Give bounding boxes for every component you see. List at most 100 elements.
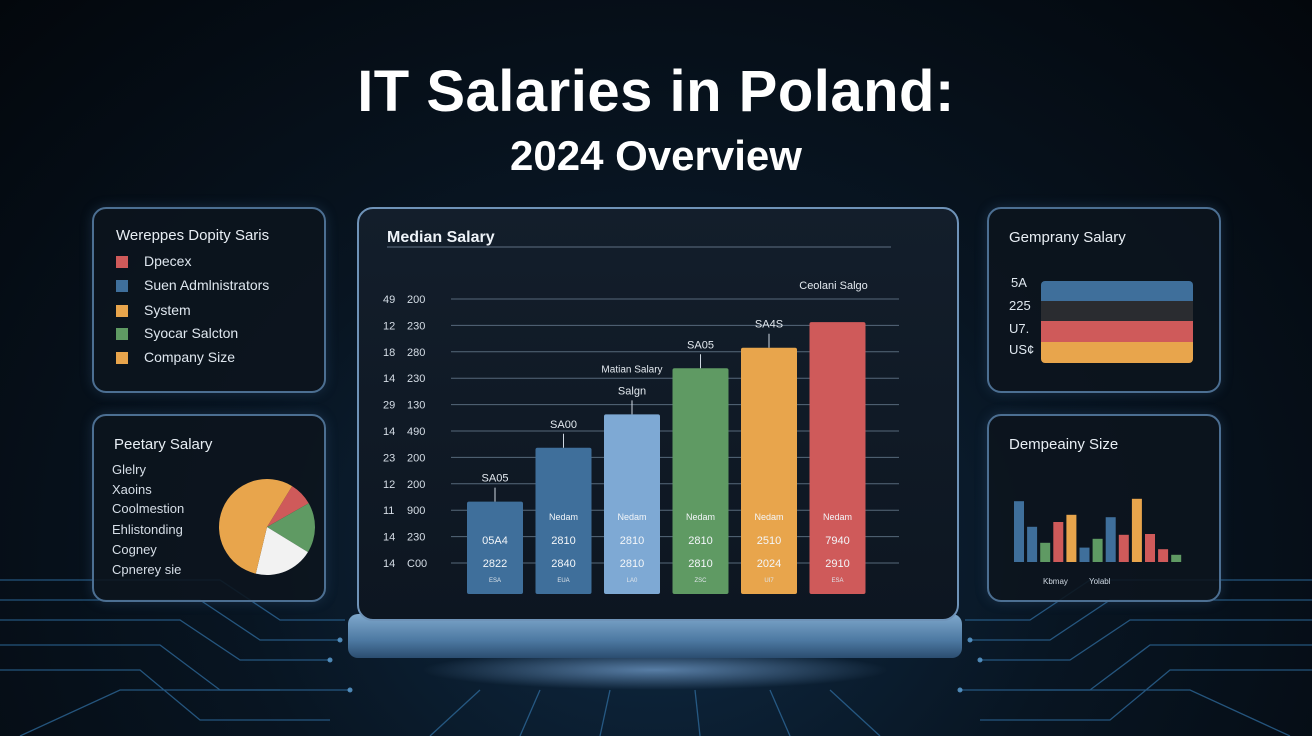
pie-panel: Peetary Salary Glelry Xaoins Coolmestion… (92, 414, 326, 602)
pie-slice (255, 527, 308, 575)
stripe-blue (1041, 281, 1193, 301)
stripe-row-label: 225 (1009, 298, 1031, 313)
y-tick-label: 14 (383, 532, 395, 544)
bar-inner-label: Nedam (549, 512, 578, 522)
small-bar (1053, 522, 1064, 562)
monitor-base (348, 614, 962, 658)
stripe-row-label: U7. (1009, 321, 1030, 336)
small-bar-xlabel: Yolabl (1089, 577, 1111, 586)
bar-small-label: ZSC (695, 578, 708, 584)
bar-small-label: UI7 (764, 578, 774, 584)
small-bar-panel-title: Dempeainy Size (1009, 436, 1119, 453)
stripe-row-label: US¢ (1009, 342, 1035, 357)
y-tick-label: 200 (407, 294, 425, 306)
bar-small-label: LA0 (627, 578, 638, 584)
legend-swatch (116, 328, 128, 340)
pie-list-item: Xaoins (112, 482, 152, 497)
legend-swatch (116, 280, 128, 292)
bar (672, 368, 729, 594)
small-bar-chart: Kbmay Yolabl (1014, 498, 1182, 586)
y-tick-label: 230 (407, 373, 425, 385)
small-bar (1079, 547, 1090, 562)
page-subtitle: 2024 Overview (510, 132, 802, 179)
main-chart-monitor: Median Salary 49 200 12 230 18 280 14 230 29 130 14… (357, 207, 959, 621)
bar-top-label: Matian Salary (601, 364, 662, 375)
y-tick-label: 12 (383, 479, 395, 491)
small-bar-panel: Dempeainy Size Kbmay Yolabl (987, 414, 1221, 602)
bar (467, 501, 523, 594)
bar-value-label: 7940 (825, 535, 849, 547)
y-tick-label: 230 (407, 320, 425, 332)
median-salary-chart: Median Salary 49 200 12 230 18 280 14 230 29 130 14… (383, 229, 899, 594)
pie-list-item: Ehlistonding (112, 522, 183, 537)
pie-slice (267, 503, 315, 553)
y-tick-label: 23 (383, 452, 395, 464)
bar-year-label: 2810 (620, 558, 644, 570)
bar (604, 414, 660, 594)
y-tick-label: 280 (407, 347, 425, 359)
chart-annotation: Ceolani Salgo (799, 280, 868, 292)
small-bar (1092, 538, 1103, 562)
bar-inner-label: Nedam (686, 512, 715, 522)
page-title: IT Salaries in Poland: (357, 59, 955, 124)
legend-label: Company Size (144, 349, 236, 365)
y-tick-label: 18 (383, 347, 395, 359)
bar-top-label: SA00 (550, 419, 577, 431)
bar-year-label: 2024 (757, 558, 781, 570)
y-tick-label: 200 (407, 452, 425, 464)
small-bar (1158, 549, 1169, 562)
stripe-red (1041, 321, 1193, 342)
bar-top-label: SA05 (687, 339, 714, 351)
bar-inner-label: Nedam (823, 512, 852, 522)
small-bar (1040, 542, 1051, 562)
bar (535, 447, 592, 594)
y-tick-label: 49 (383, 294, 395, 306)
bar-year-label: 2810 (688, 558, 712, 570)
y-tick-label: 200 (407, 479, 425, 491)
y-tick-label: 900 (407, 505, 425, 517)
pie-slice (219, 479, 293, 574)
bar-small-label: EUA (557, 578, 569, 584)
small-bar (1118, 534, 1129, 562)
stripe-orange (1041, 342, 1193, 363)
stripe-dark (1041, 301, 1193, 321)
legend-label: Dpecex (144, 253, 192, 269)
pie-list-item: Cogney (112, 542, 157, 557)
legend-panel: Wereppes Dopity Saris Dpecex Suen Admlni… (92, 207, 326, 393)
pie-list-item: Cpnerey sie (112, 562, 182, 577)
pie-slice (267, 486, 309, 527)
small-bar-xlabel: Kbmay (1043, 577, 1068, 586)
bar-inner-label: Nedam (754, 512, 783, 522)
small-bar (1066, 514, 1077, 562)
bar-value-label: 2510 (757, 535, 781, 547)
bar-top-label: Salgn (618, 385, 646, 397)
bar-year-label: 2840 (551, 558, 575, 570)
bar (741, 347, 797, 594)
bar-value-label: 2810 (688, 535, 712, 547)
bar-value-label: 05A4 (482, 535, 508, 547)
small-bar (1014, 501, 1024, 562)
bar (809, 322, 866, 594)
stripe-block (1041, 281, 1193, 363)
small-bar (1131, 498, 1142, 562)
y-tick-label: 29 (383, 400, 395, 412)
legend-swatch (116, 352, 128, 364)
bar-small-label: ESA (831, 578, 843, 584)
small-bar (1171, 554, 1182, 562)
stripe-panel-title: Gemprany Salary (1009, 229, 1126, 246)
stripe-panel: Gemprany Salary 5A 225 U7. US¢ (987, 207, 1221, 393)
y-tick-label: 490 (407, 426, 425, 438)
chart-title: Median Salary (387, 229, 495, 246)
y-tick-label: 12 (383, 320, 395, 332)
small-bar (1105, 517, 1116, 562)
y-tick-label: 14 (383, 373, 395, 385)
legend-swatch (116, 305, 128, 317)
bar-top-label: SA05 (482, 473, 509, 485)
bar-small-label: ESA (489, 578, 501, 584)
y-tick-label: 130 (407, 400, 425, 412)
small-bar (1027, 526, 1038, 562)
bar-value-label: 2810 (551, 535, 575, 547)
legend-panel-title: Wereppes Dopity Saris (116, 227, 270, 244)
legend-swatch (116, 256, 128, 268)
y-tick-label: 230 (407, 532, 425, 544)
